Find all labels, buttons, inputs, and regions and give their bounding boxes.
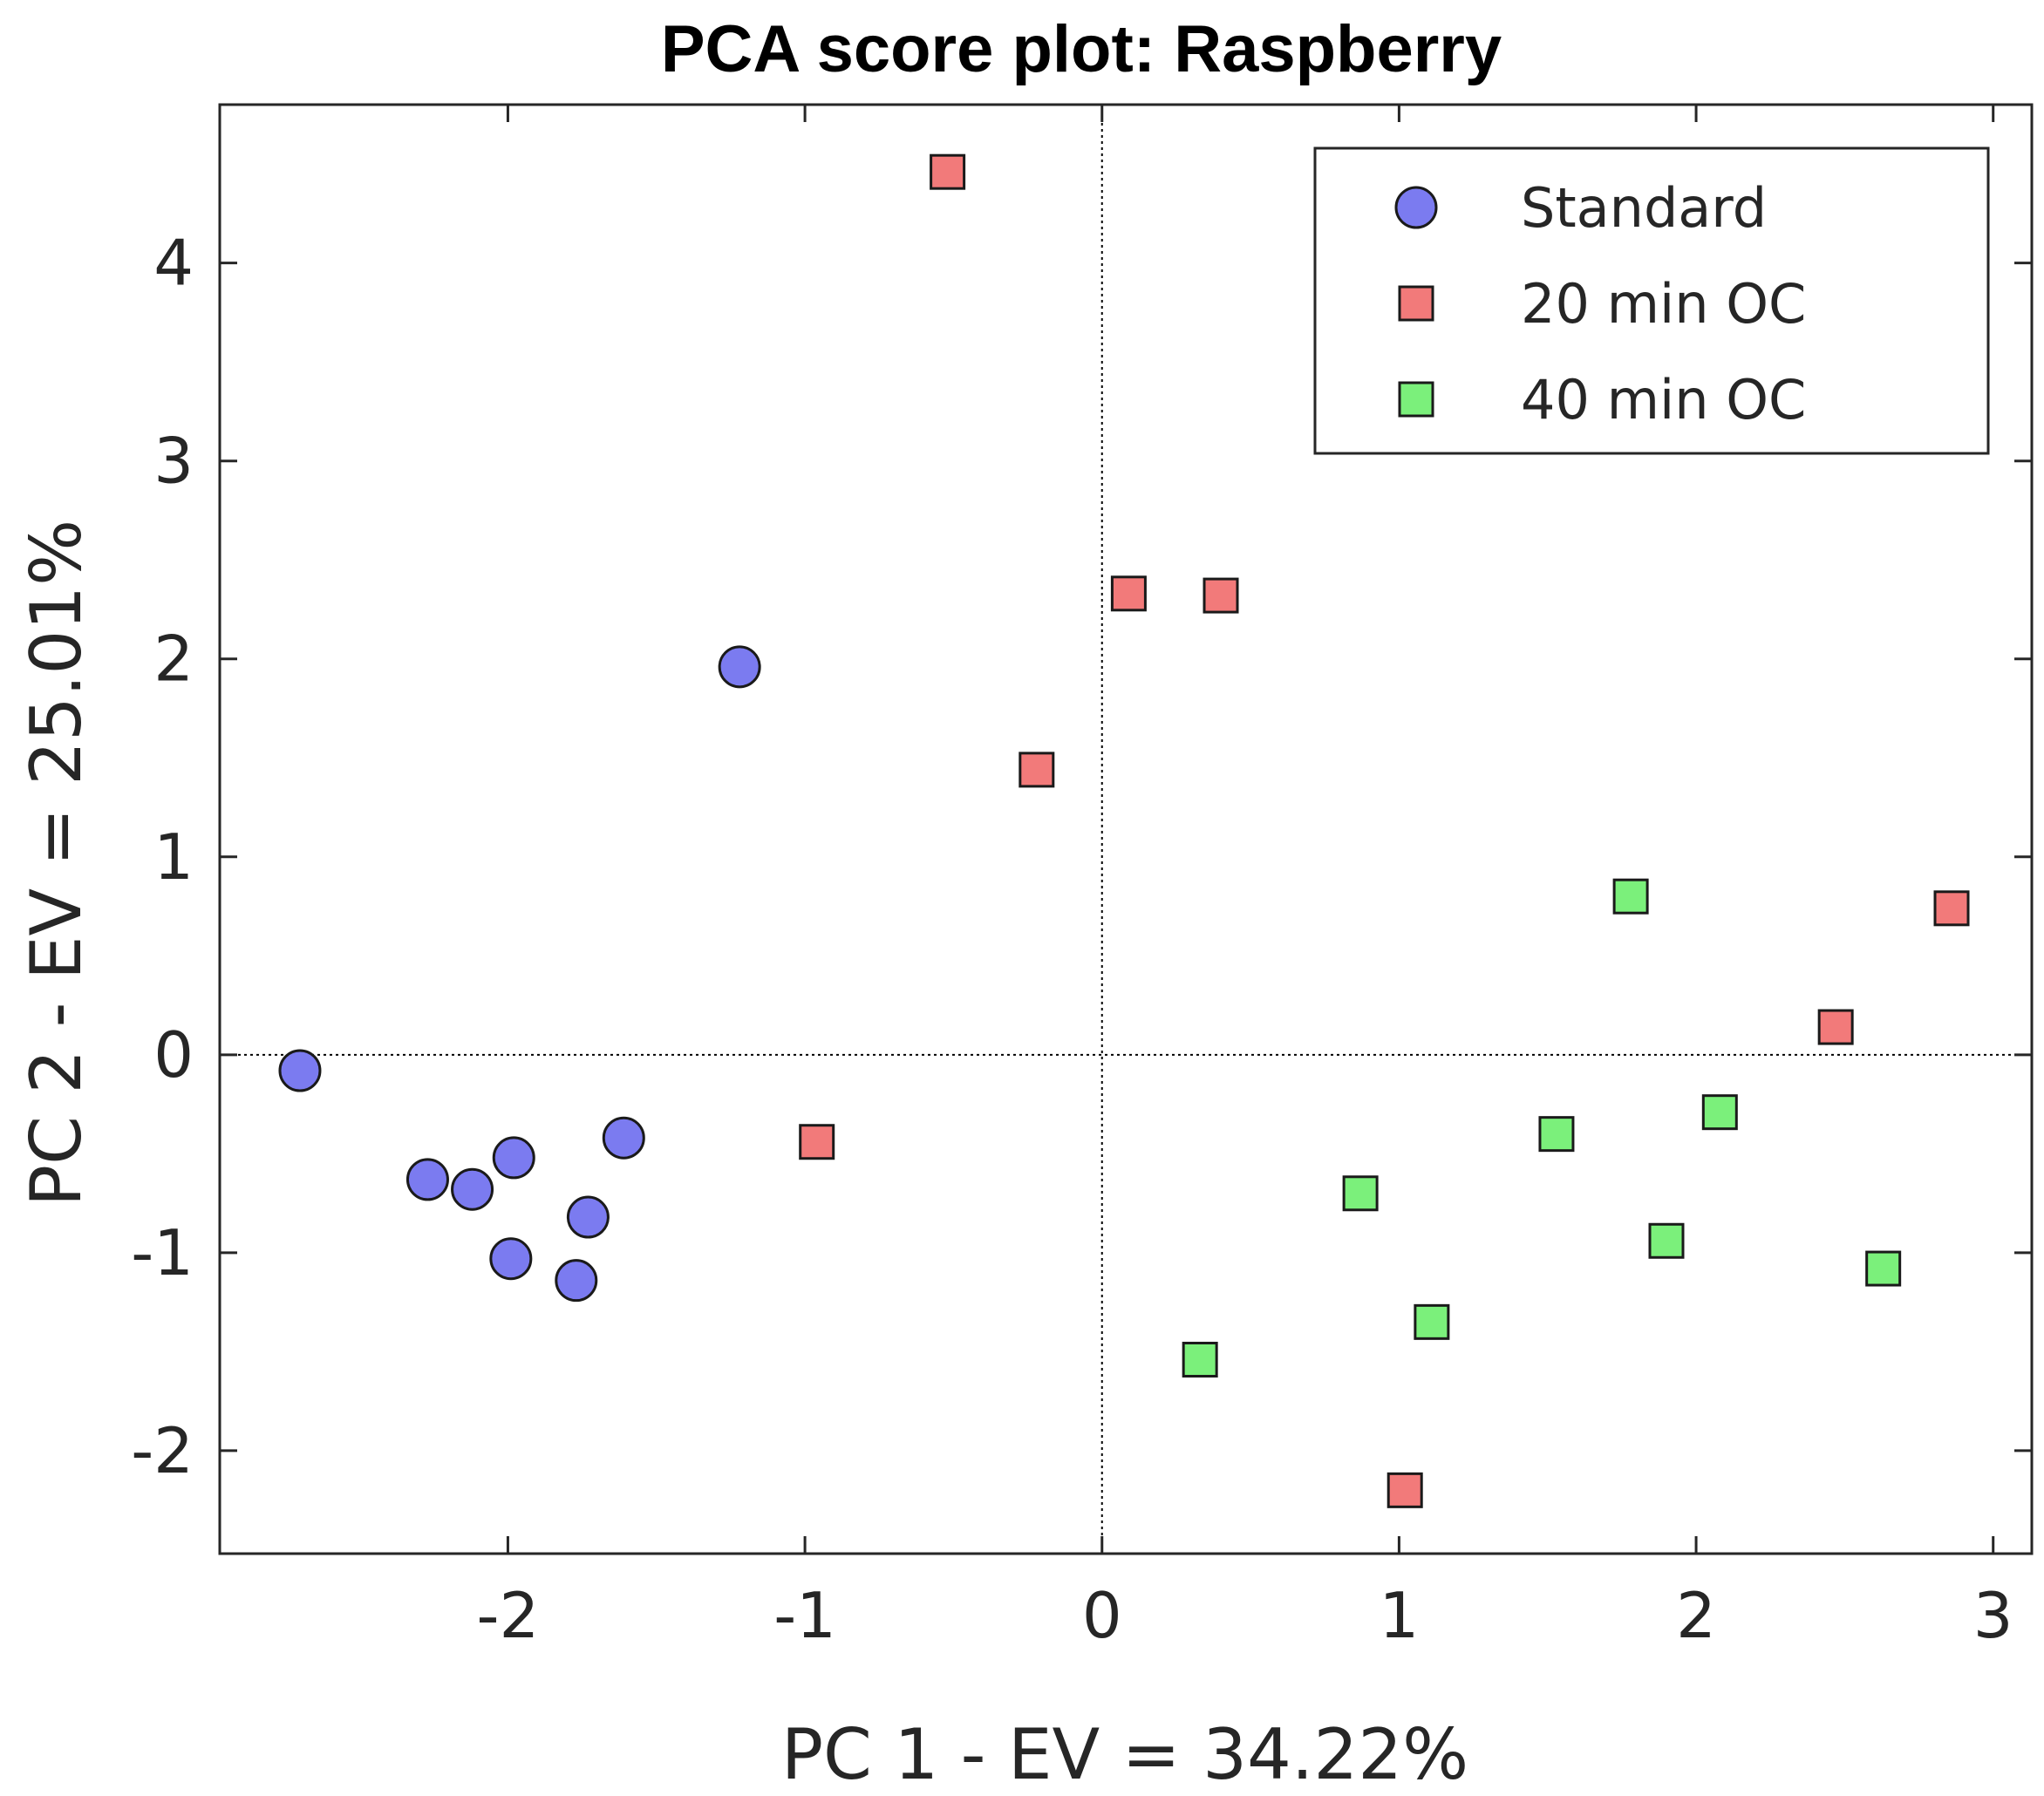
legend-marker (1394, 186, 1438, 229)
x-tick-label: 1 (1379, 1579, 1419, 1652)
y-tick-label: 4 (153, 227, 194, 300)
data-point-standard (451, 1167, 494, 1211)
data-point-20-min-oc (1387, 1472, 1423, 1508)
axes-box (218, 103, 2034, 1555)
data-point-40-min-oc (1612, 878, 1649, 915)
x-tick-label: 3 (1973, 1579, 2013, 1652)
data-point-standard (602, 1116, 645, 1160)
chart-title: PCA score plot: Raspberry (661, 12, 1502, 86)
x-tick-label: -1 (773, 1579, 836, 1652)
data-point-standard (718, 645, 761, 689)
y-axis-label: PC 2 - EV = 25.01% (16, 520, 97, 1207)
legend-marker (1398, 285, 1434, 322)
data-point-20-min-oc (1110, 575, 1147, 612)
y-tick-label: 1 (153, 820, 194, 894)
y-tick-label: -1 (131, 1216, 194, 1289)
legend-entry: Standard (1521, 176, 1767, 240)
data-point-20-min-oc (1019, 752, 1055, 788)
data-point-40-min-oc (1865, 1250, 1902, 1287)
data-point-20-min-oc (1203, 577, 1239, 614)
data-point-40-min-oc (1648, 1222, 1685, 1259)
legend: Standard 20 min OC 40 min OC (1313, 146, 1990, 455)
data-point-standard (492, 1136, 535, 1180)
plot-area: -2 -1 0 1 2 3 -2 -1 0 1 2 3 4 (131, 103, 2034, 1652)
legend-entry: 20 min OC (1521, 272, 1806, 336)
data-point-standard (566, 1195, 610, 1239)
x-tick-label: 2 (1676, 1579, 1716, 1652)
data-point-standard (555, 1259, 598, 1303)
data-point-20-min-oc (1817, 1009, 1854, 1045)
data-point-40-min-oc (1701, 1094, 1738, 1131)
data-point-40-min-oc (1538, 1116, 1575, 1153)
y-tick-label: 2 (153, 622, 194, 696)
data-point-40-min-oc (1342, 1175, 1379, 1212)
x-tick-label: -2 (477, 1579, 540, 1652)
y-tick-label: 0 (153, 1018, 194, 1092)
data-point-standard (405, 1158, 449, 1201)
data-point-40-min-oc (1414, 1303, 1450, 1340)
data-point-20-min-oc (1933, 890, 1970, 927)
legend-marker (1398, 381, 1434, 418)
legend-entry: 40 min OC (1521, 368, 1806, 432)
data-point-20-min-oc (799, 1124, 835, 1160)
y-tick-label: -2 (131, 1414, 194, 1487)
data-point-20-min-oc (930, 153, 966, 190)
x-tick-label: 0 (1082, 1579, 1122, 1652)
data-point-standard (489, 1237, 533, 1281)
data-point-standard (278, 1049, 322, 1092)
y-tick-label: 3 (153, 425, 194, 498)
x-axis-label: PC 1 - EV = 34.22% (781, 1714, 1468, 1795)
data-point-40-min-oc (1182, 1341, 1218, 1378)
